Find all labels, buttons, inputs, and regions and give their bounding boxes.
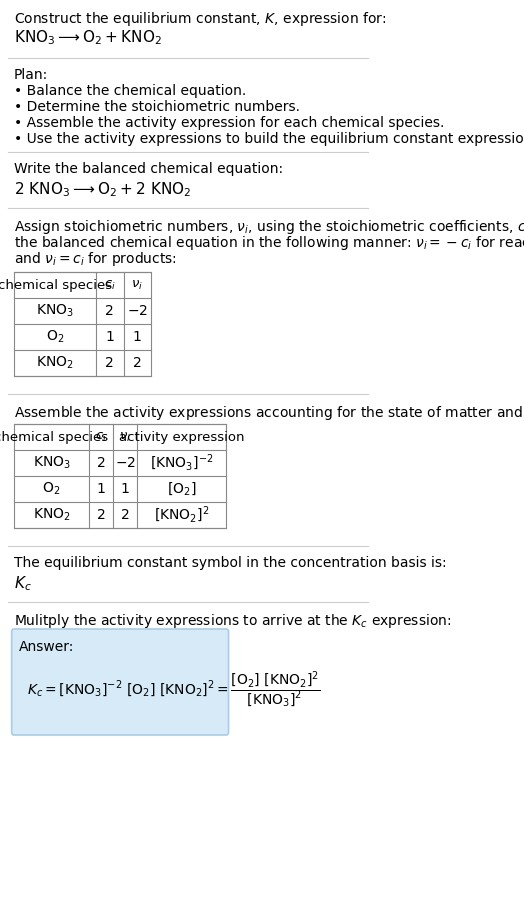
- Text: activity expression: activity expression: [119, 431, 245, 443]
- Text: $\mathrm{KNO_3}$: $\mathrm{KNO_3}$: [36, 303, 74, 319]
- Text: $K_c$: $K_c$: [14, 574, 31, 592]
- Text: • Assemble the activity expression for each chemical species.: • Assemble the activity expression for e…: [14, 116, 444, 130]
- Text: 2: 2: [105, 356, 114, 370]
- Text: and $\nu_i = c_i$ for products:: and $\nu_i = c_i$ for products:: [14, 250, 177, 268]
- Text: $\mathrm{KNO_2}$: $\mathrm{KNO_2}$: [36, 355, 74, 371]
- FancyBboxPatch shape: [12, 629, 228, 735]
- Text: $-2$: $-2$: [115, 456, 136, 470]
- Text: Assign stoichiometric numbers, $\nu_i$, using the stoichiometric coefficients, $: Assign stoichiometric numbers, $\nu_i$, …: [14, 218, 524, 236]
- Text: 2: 2: [121, 508, 129, 522]
- Text: 1: 1: [105, 330, 114, 344]
- Text: $[\mathrm{KNO_2}]^2$: $[\mathrm{KNO_2}]^2$: [154, 505, 210, 525]
- Text: • Balance the chemical equation.: • Balance the chemical equation.: [14, 84, 246, 98]
- Text: the balanced chemical equation in the following manner: $\nu_i = -c_i$ for react: the balanced chemical equation in the fo…: [14, 234, 524, 252]
- Text: 2: 2: [133, 356, 141, 370]
- Text: Mulitply the activity expressions to arrive at the $K_c$ expression:: Mulitply the activity expressions to arr…: [14, 612, 451, 630]
- Text: $\mathrm{O_2}$: $\mathrm{O_2}$: [42, 481, 61, 497]
- Text: chemical species: chemical species: [0, 279, 112, 291]
- Text: Assemble the activity expressions accounting for the state of matter and $\nu_i$: Assemble the activity expressions accoun…: [14, 404, 524, 422]
- Text: $\mathrm{KNO_3}$: $\mathrm{KNO_3}$: [32, 455, 70, 471]
- Text: Write the balanced chemical equation:: Write the balanced chemical equation:: [14, 162, 283, 176]
- Text: $K_c = [\mathrm{KNO_3}]^{-2}\ [\mathrm{O_2}]\ [\mathrm{KNO_2}]^2 = \dfrac{[\math: $K_c = [\mathrm{KNO_3}]^{-2}\ [\mathrm{O…: [27, 670, 321, 710]
- Bar: [14, 424, 226, 528]
- Text: $\mathrm{KNO_2}$: $\mathrm{KNO_2}$: [32, 507, 70, 523]
- Text: The equilibrium constant symbol in the concentration basis is:: The equilibrium constant symbol in the c…: [14, 556, 446, 570]
- Text: 1: 1: [121, 482, 130, 496]
- Text: Answer:: Answer:: [19, 640, 74, 654]
- Text: 2: 2: [105, 304, 114, 318]
- Text: $[\mathrm{O_2}]$: $[\mathrm{O_2}]$: [167, 481, 196, 497]
- Text: • Determine the stoichiometric numbers.: • Determine the stoichiometric numbers.: [14, 100, 300, 114]
- Bar: [14, 272, 151, 376]
- Text: $\mathrm{KNO_3} \longrightarrow \mathrm{O_2 + KNO_2}$: $\mathrm{KNO_3} \longrightarrow \mathrm{…: [14, 28, 162, 47]
- Text: 1: 1: [97, 482, 106, 496]
- Text: $c_i$: $c_i$: [104, 279, 116, 291]
- Text: $\mathrm{O_2}$: $\mathrm{O_2}$: [46, 329, 64, 345]
- Text: 2: 2: [97, 456, 106, 470]
- Text: • Use the activity expressions to build the equilibrium constant expression.: • Use the activity expressions to build …: [14, 132, 524, 146]
- Text: $-2$: $-2$: [127, 304, 148, 318]
- Text: $\nu_i$: $\nu_i$: [119, 431, 131, 443]
- Text: $[\mathrm{KNO_3}]^{-2}$: $[\mathrm{KNO_3}]^{-2}$: [150, 453, 214, 473]
- Text: 2: 2: [97, 508, 106, 522]
- Text: Plan:: Plan:: [14, 68, 48, 82]
- Text: $c_i$: $c_i$: [95, 431, 107, 443]
- Text: Construct the equilibrium constant, $K$, expression for:: Construct the equilibrium constant, $K$,…: [14, 10, 386, 28]
- Text: 1: 1: [133, 330, 141, 344]
- Text: $2\ \mathrm{KNO_3} \longrightarrow \mathrm{O_2} + 2\ \mathrm{KNO_2}$: $2\ \mathrm{KNO_3} \longrightarrow \math…: [14, 180, 191, 199]
- Text: chemical species: chemical species: [0, 431, 108, 443]
- Text: $\nu_i$: $\nu_i$: [132, 279, 143, 291]
